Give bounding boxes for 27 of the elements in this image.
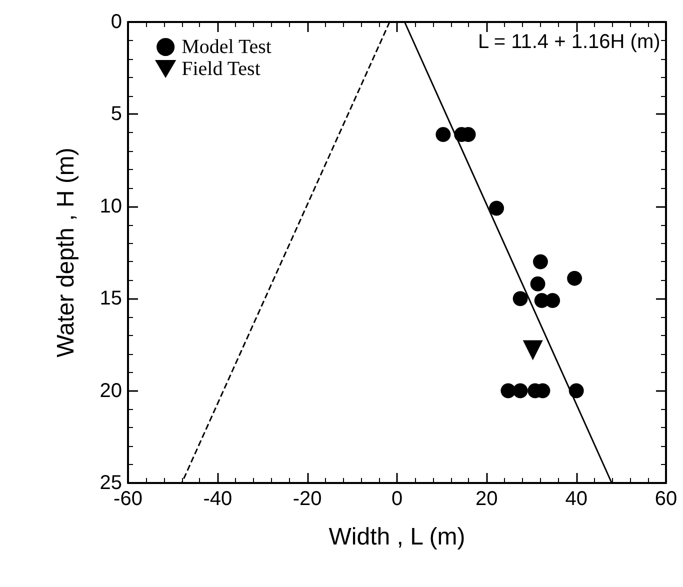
point	[530, 276, 546, 292]
y-tick-label: 0	[110, 11, 122, 33]
x-axis-title: Width , L (m)	[328, 524, 466, 550]
point	[567, 270, 582, 286]
point	[489, 200, 504, 216]
x-tick-label: 0	[391, 488, 403, 510]
y-axis-title: Water depth , H (m)	[52, 148, 80, 358]
point	[512, 383, 528, 398]
x-tick-label: -20	[292, 488, 322, 510]
x-tick-label: 60	[654, 488, 678, 510]
point	[512, 291, 528, 306]
point	[568, 383, 584, 398]
legend-label: Model Test	[182, 36, 272, 58]
y-tick-label: 20	[100, 380, 122, 402]
y-tick-label: 10	[100, 195, 122, 218]
y-tick-label: 5	[110, 103, 122, 126]
point	[545, 292, 560, 308]
point	[500, 383, 516, 398]
annotation: L = 11.4 + 1.16H (m)	[478, 31, 660, 53]
legend-label: Field Test	[182, 58, 261, 80]
x-tick-label: -40	[203, 488, 232, 510]
point	[522, 340, 543, 360]
point	[532, 254, 548, 270]
y-tick-label: 15	[100, 288, 122, 310]
x-tick-label: 40	[565, 488, 588, 510]
x-tick-label: 20	[476, 488, 498, 510]
point	[436, 126, 451, 142]
